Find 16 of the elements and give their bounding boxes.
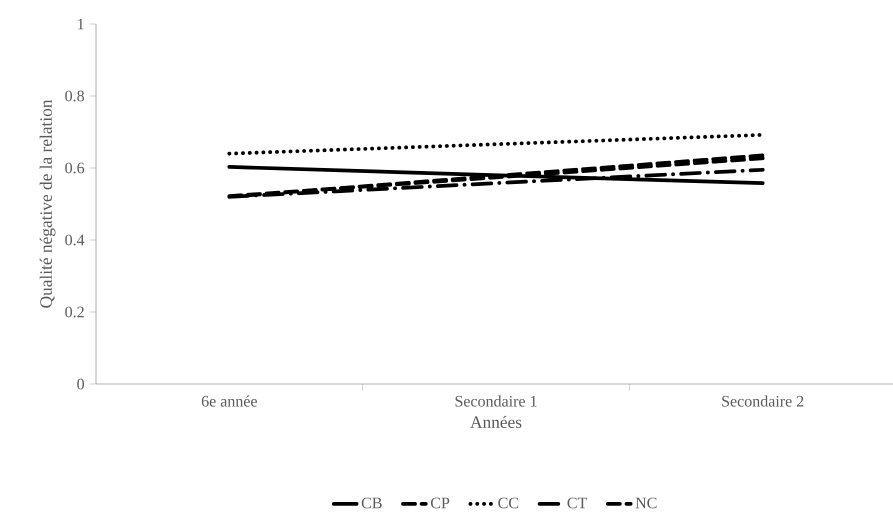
y-axis-title: Qualité négative de la relation: [40, 100, 56, 308]
legend-label: NC: [636, 498, 656, 508]
y-tick-label: 0.4: [65, 234, 84, 246]
x-tick-label: Secondaire 1: [456, 395, 537, 407]
x-tick-label: 6e année: [202, 395, 257, 407]
y-tick-label: 0.8: [65, 90, 84, 102]
legend-label: CP: [430, 498, 450, 508]
y-tick-label: 0: [77, 378, 84, 390]
y-tick-label: 1: [78, 18, 84, 30]
legend-label: CB: [362, 498, 382, 508]
y-tick-label: 0.6: [65, 162, 84, 174]
legend-label: CC: [498, 498, 518, 508]
legend-label: CT: [568, 498, 588, 508]
x-tick-label: Secondaire 2: [722, 395, 804, 407]
x-axis-title: Années: [470, 416, 522, 428]
y-tick-label: 0.2: [65, 306, 84, 318]
